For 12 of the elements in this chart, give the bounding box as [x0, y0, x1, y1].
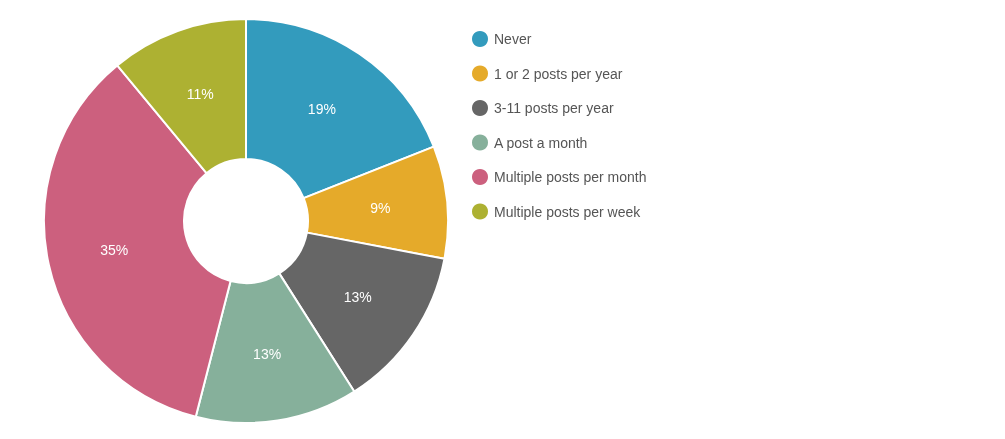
data-label: 13%: [253, 346, 282, 363]
legend-label: Multiple posts per month: [494, 169, 647, 185]
legend-label: Never: [494, 31, 532, 47]
legend-label: 3-11 posts per year: [494, 100, 614, 116]
data-label: 19%: [307, 101, 336, 118]
data-label: 9%: [370, 200, 391, 217]
data-label: 13%: [343, 288, 372, 305]
legend-label: Multiple posts per week: [494, 203, 642, 220]
legend-label: A post a month: [494, 134, 588, 151]
legend-label: 1 or 2 posts per year: [494, 65, 623, 82]
data-label: 35%: [100, 242, 129, 259]
data-label: 11%: [186, 85, 214, 102]
